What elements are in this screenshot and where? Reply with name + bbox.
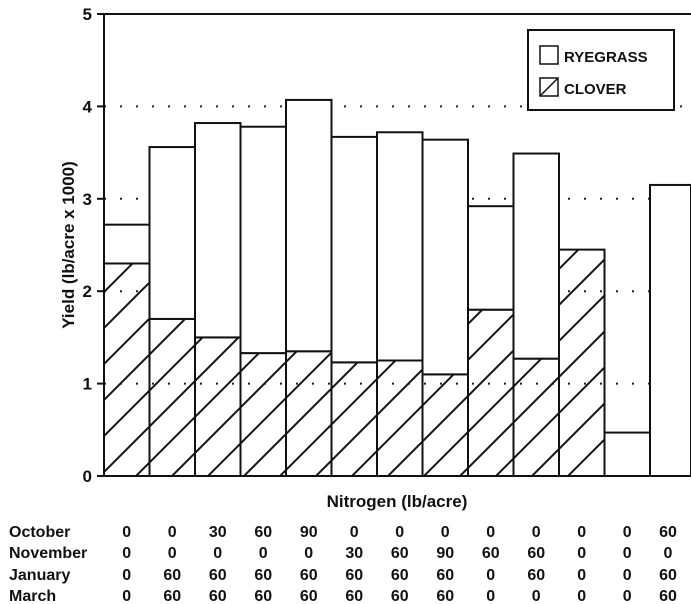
table-cell: 0: [395, 524, 404, 541]
table-row-label: March: [9, 588, 56, 604]
bars: [103, 98, 691, 478]
y-tick-label: 0: [83, 467, 92, 486]
table-cell: 60: [300, 567, 318, 584]
table-cell: 60: [659, 588, 677, 604]
table-cell: 60: [254, 588, 272, 604]
legend-swatch-ryegrass: [539, 45, 559, 65]
table-cell: 0: [486, 588, 495, 604]
table-cell: 0: [350, 524, 359, 541]
table-cell: 60: [659, 567, 677, 584]
x-axis-label: Nitrogen (lb/acre): [327, 492, 468, 511]
table-cell: 0: [122, 524, 131, 541]
table-cell: 0: [577, 588, 586, 604]
table-cell: 60: [436, 588, 454, 604]
table-cell: 60: [300, 588, 318, 604]
table-cell: 0: [213, 545, 222, 562]
table-cell: 0: [577, 524, 586, 541]
table-cell: 0: [532, 524, 541, 541]
bar-clover: [103, 262, 151, 478]
axes: [103, 13, 691, 477]
table-cell: 0: [259, 545, 268, 562]
bar-clover: [467, 308, 515, 477]
table-cell: 0: [577, 567, 586, 584]
table-cell: 60: [482, 545, 500, 562]
y-tick-label: 5: [83, 5, 92, 24]
table-cell: 0: [168, 545, 177, 562]
table-cell: 0: [486, 524, 495, 541]
table-cell: 60: [163, 567, 181, 584]
table-row-label: October: [9, 524, 70, 541]
table-cell: 60: [391, 545, 409, 562]
table-cell: 60: [209, 588, 227, 604]
table-cell: 0: [623, 588, 632, 604]
legend-label-ryegrass: RYEGRASS: [564, 49, 648, 66]
table-cell: 90: [436, 545, 454, 562]
bar-ryegrass: [330, 135, 378, 364]
bar-clover: [330, 361, 378, 477]
bar-ryegrass: [649, 183, 691, 477]
table-cell: 90: [300, 524, 318, 541]
table-cell: 60: [527, 545, 545, 562]
table-cell: 0: [664, 545, 673, 562]
bar-ryegrass: [148, 146, 196, 320]
bar-ryegrass: [603, 431, 651, 477]
y-ticks: 0 1 2 3 4 5: [83, 5, 104, 486]
table-cell: 60: [345, 588, 363, 604]
y-tick-label: 4: [83, 97, 93, 116]
legend-box: [527, 29, 675, 111]
bar-clover: [148, 317, 196, 478]
bar-clover: [376, 359, 424, 477]
bar-clover: [558, 248, 606, 477]
table-cell: 30: [345, 545, 363, 562]
table-cell: 60: [254, 524, 272, 541]
y-tick-label: 2: [83, 282, 92, 301]
table-cell: 60: [659, 524, 677, 541]
bar-clover: [421, 373, 469, 477]
table-row-label: January: [9, 567, 70, 584]
table-cell: 0: [486, 567, 495, 584]
bar-clover: [194, 336, 242, 477]
bar-ryegrass: [467, 205, 515, 311]
table-row-label: November: [9, 545, 87, 562]
table-cell: 60: [163, 588, 181, 604]
table-cell: 0: [122, 545, 131, 562]
table-cell: 0: [122, 567, 131, 584]
bar-clover: [239, 352, 287, 477]
legend-swatch-clover-hatch: [540, 78, 558, 96]
bar-ryegrass: [512, 152, 560, 360]
table-cell: 0: [168, 524, 177, 541]
bar-clover: [512, 357, 560, 478]
y-axis-label: Yield (lb/acre x 1000): [59, 161, 78, 329]
table-cell: 0: [577, 545, 586, 562]
table-cell: 0: [623, 567, 632, 584]
bar-clover: [285, 350, 333, 478]
y-tick-label: 3: [83, 190, 92, 209]
table-cell: 60: [391, 588, 409, 604]
y-tick-label: 1: [83, 375, 92, 394]
bar-ryegrass: [285, 98, 333, 353]
table-cell: 0: [532, 588, 541, 604]
bar-ryegrass: [103, 223, 151, 265]
bar-ryegrass: [421, 138, 469, 376]
table-cell: 0: [623, 524, 632, 541]
table-cell: 0: [623, 545, 632, 562]
table-cell: 30: [209, 524, 227, 541]
table-cell: 0: [441, 524, 450, 541]
table-cell: 60: [436, 567, 454, 584]
table-cell: 60: [254, 567, 272, 584]
table-cell: 60: [345, 567, 363, 584]
table-cell: 60: [527, 567, 545, 584]
table-cell: 0: [122, 588, 131, 604]
treatment-table: October 0 0 30 60 90 0 0 0 0 0 0 0 60 November 0 0 0 0 0 30 6…: [9, 524, 677, 604]
legend-label-clover: CLOVER: [564, 81, 627, 98]
table-cell: 60: [209, 567, 227, 584]
bar-ryegrass: [194, 122, 242, 339]
bar-ryegrass: [376, 131, 424, 362]
table-cell: 60: [391, 567, 409, 584]
legend: RYEGRASS CLOVER: [527, 29, 675, 111]
bar-ryegrass: [239, 125, 287, 355]
table-cell: 0: [304, 545, 313, 562]
